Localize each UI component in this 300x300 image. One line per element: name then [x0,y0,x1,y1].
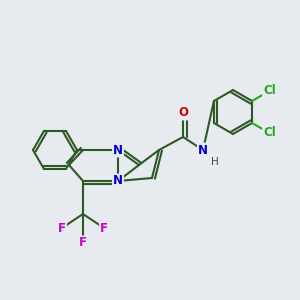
Text: F: F [79,236,87,250]
Text: Cl: Cl [263,85,276,98]
Text: F: F [58,221,66,235]
Text: N: N [113,143,123,157]
Text: Cl: Cl [263,127,276,140]
Text: H: H [211,157,219,167]
Text: N: N [198,143,208,157]
Text: F: F [100,221,108,235]
Text: O: O [178,106,188,119]
Text: N: N [113,175,123,188]
